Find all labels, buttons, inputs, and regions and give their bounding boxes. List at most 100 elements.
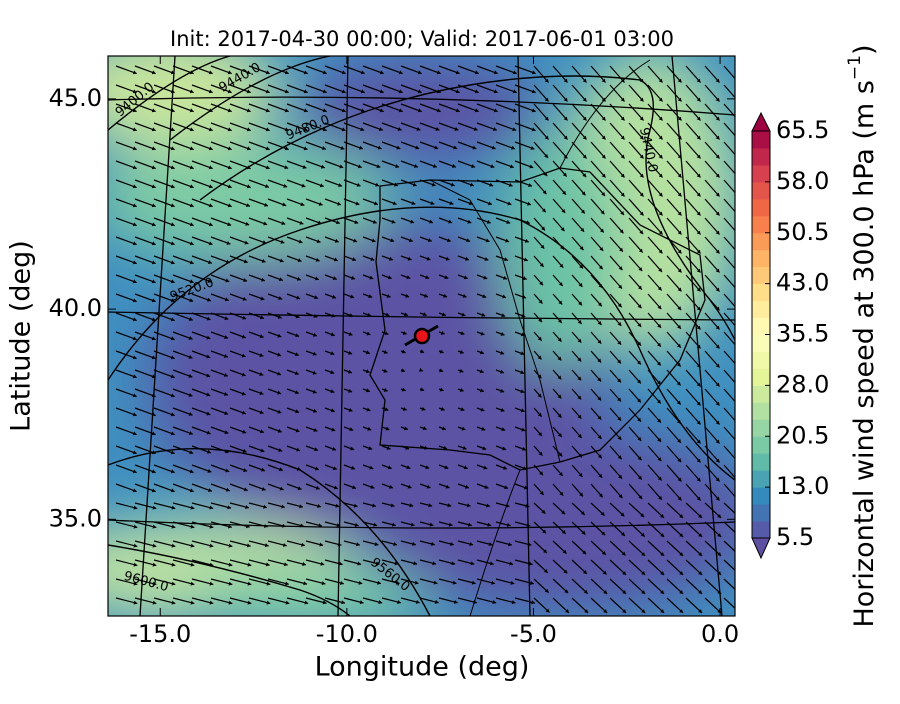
wind-arrow (552, 521, 567, 535)
wind-arrow-shaft (115, 65, 137, 75)
wind-arrow-head (582, 97, 587, 102)
wind-arrow-head (448, 522, 453, 527)
wind-arrow (210, 483, 230, 492)
wind-arrow (324, 578, 344, 585)
wind-arrow-head (474, 70, 479, 75)
wind-arrow-head (279, 258, 284, 263)
wind-arrow-shaft (704, 141, 720, 159)
wind-arrow (134, 141, 156, 151)
wind-arrow (191, 350, 211, 359)
wind-arrow-head (426, 484, 431, 489)
wind-arrow (305, 350, 317, 356)
wind-arrow (666, 350, 682, 367)
wind-arrow-head (658, 192, 663, 197)
wind-arrow (628, 103, 644, 121)
wind-arrow-head (190, 562, 195, 567)
wind-arrow (495, 464, 508, 470)
wind-arrow (476, 521, 492, 527)
wind-arrow-shaft (704, 84, 720, 102)
wind-arrow-head (312, 351, 317, 356)
wind-arrow-shaft (305, 122, 327, 132)
wind-arrow (248, 464, 266, 472)
wind-arrow-head (541, 208, 546, 213)
wind-arrow (571, 426, 583, 439)
wind-arrow-head (558, 472, 563, 477)
wind-arrow-shaft (210, 141, 232, 151)
wind-arrow-head (422, 426, 427, 431)
wind-arrow-shaft (210, 122, 232, 132)
wind-arrow-head (539, 490, 544, 495)
wind-arrow-shaft (248, 559, 270, 566)
wind-arrow (476, 502, 491, 508)
wind-arrow-head (295, 314, 300, 319)
wind-arrow-shaft (172, 350, 193, 359)
wind-arrow-head (406, 275, 411, 280)
wind-arrow-shaft (666, 179, 682, 197)
wind-arrow-shaft (305, 65, 327, 75)
wind-arrow-head (485, 238, 490, 243)
wind-arrow (305, 103, 327, 113)
wind-arrow-head (356, 182, 361, 187)
wind-arrow-shaft (172, 198, 194, 208)
wind-arrow-head (430, 541, 435, 546)
wind-arrow (115, 84, 137, 94)
wind-arrow (666, 255, 682, 273)
wind-arrow-head (715, 382, 720, 387)
wind-arrow (229, 483, 248, 492)
wind-arrow (343, 597, 364, 605)
wind-arrow (647, 236, 663, 254)
wind-arrow (324, 331, 335, 337)
wind-arrow-head (378, 127, 383, 131)
wind-arrow (400, 483, 412, 489)
wind-arrow (324, 122, 346, 132)
wind-arrow-shaft (571, 103, 587, 121)
wind-arrow-head (696, 211, 701, 216)
wind-arrow-head (509, 561, 514, 566)
wind-arrow-shaft (229, 597, 252, 605)
wind-arrow (571, 236, 584, 251)
wind-arrow-shaft (267, 122, 289, 132)
wind-arrow (647, 407, 662, 424)
wind-arrow (533, 293, 543, 305)
wind-arrow-head (597, 377, 602, 382)
wind-arrow-head (510, 580, 515, 585)
wind-arrow-head (132, 450, 137, 455)
wind-arrows (115, 65, 735, 614)
wind-arrow (514, 141, 535, 150)
wind-arrow-head (657, 286, 662, 291)
wind-arrow-head (279, 486, 284, 491)
wind-arrow-head (333, 257, 338, 262)
wind-arrow-shaft (134, 65, 156, 75)
wind-arrow-head (432, 164, 437, 168)
wind-arrow-head (504, 257, 509, 262)
wind-arrow-head (386, 293, 391, 298)
wind-arrow (381, 502, 395, 508)
wind-arrow (495, 236, 510, 243)
wind-arrow-head (208, 165, 213, 170)
wind-arrow (514, 274, 528, 281)
wind-arrow (495, 407, 505, 412)
wind-arrow-head (228, 543, 233, 548)
wind-arrow-head (189, 146, 194, 151)
wind-arrow-head (402, 330, 407, 335)
wind-arrow-head (486, 503, 490, 508)
wind-arrow-shaft (191, 179, 213, 189)
title: Init: 2017-04-30 00:00; Valid: 2017-06-0… (170, 27, 674, 51)
wind-arrow-head (622, 571, 627, 575)
wind-arrow-shaft (723, 464, 735, 479)
wind-arrow-head (715, 192, 720, 197)
wind-arrow-head (417, 108, 422, 113)
wind-arrow-shaft (400, 103, 422, 113)
wind-arrow-head (530, 145, 535, 150)
wind-arrow-shaft (248, 160, 270, 170)
wind-arrow (590, 464, 603, 479)
wind-arrow-shaft (590, 597, 608, 614)
wind-arrow-head (640, 513, 645, 518)
wind-arrow-head (152, 581, 157, 586)
wind-arrow-head (352, 257, 357, 262)
wind-arrow-head (620, 97, 625, 102)
wind-arrow-head (303, 89, 308, 94)
wind-arrow-shaft (153, 312, 175, 322)
wind-arrow (134, 65, 156, 75)
wind-arrow-head (132, 469, 137, 474)
